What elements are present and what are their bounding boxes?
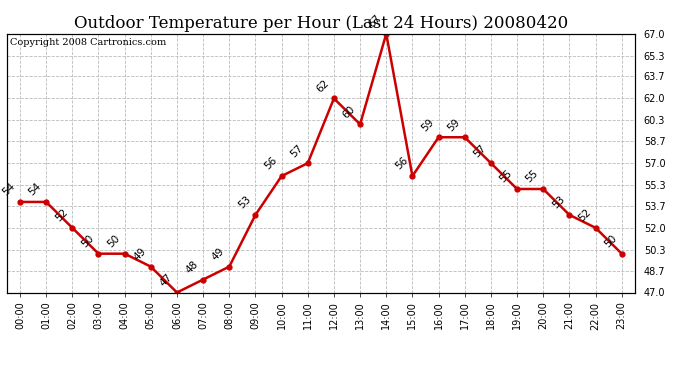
- Text: 52: 52: [576, 207, 593, 224]
- Text: 59: 59: [420, 117, 436, 133]
- Text: 54: 54: [27, 182, 43, 198]
- Text: 53: 53: [236, 194, 253, 211]
- Text: 60: 60: [341, 104, 357, 120]
- Text: 53: 53: [550, 194, 566, 211]
- Text: 56: 56: [393, 156, 410, 172]
- Text: 49: 49: [132, 246, 148, 262]
- Text: 62: 62: [315, 78, 331, 94]
- Text: 50: 50: [106, 233, 122, 249]
- Text: 50: 50: [79, 233, 96, 249]
- Text: 55: 55: [498, 168, 514, 185]
- Text: 50: 50: [602, 233, 619, 249]
- Text: 47: 47: [158, 272, 174, 288]
- Text: 57: 57: [472, 142, 488, 159]
- Title: Outdoor Temperature per Hour (Last 24 Hours) 20080420: Outdoor Temperature per Hour (Last 24 Ho…: [74, 15, 568, 32]
- Text: 52: 52: [53, 207, 70, 224]
- Text: 48: 48: [184, 259, 200, 275]
- Text: 59: 59: [446, 117, 462, 133]
- Text: 67: 67: [367, 13, 384, 30]
- Text: 55: 55: [524, 168, 540, 185]
- Text: Copyright 2008 Cartronics.com: Copyright 2008 Cartronics.com: [10, 38, 166, 46]
- Text: 54: 54: [1, 182, 17, 198]
- Text: 49: 49: [210, 246, 226, 262]
- Text: 56: 56: [262, 156, 279, 172]
- Text: 57: 57: [288, 142, 305, 159]
